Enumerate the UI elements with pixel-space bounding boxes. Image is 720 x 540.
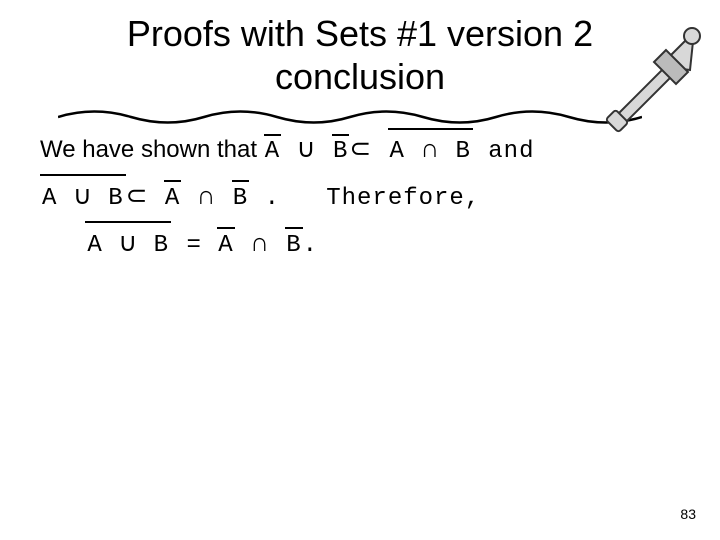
wavy-underline-icon (58, 108, 642, 126)
line-2: A ∪ B⊂ A ∩ B . Therefore, (40, 173, 680, 220)
period1: . (249, 185, 295, 212)
page-number: 83 (680, 506, 696, 522)
inter-symbol-2: ∩ (250, 227, 270, 257)
A-bar: A (264, 132, 281, 173)
therefore-text: Therefore, (326, 185, 480, 212)
line-3: A ∪ B = A ∩ B. (40, 220, 680, 267)
line-1: We have shown that A ∪ B⊂ A ∩ B and (40, 126, 680, 173)
B-bar-2: B (232, 179, 249, 220)
A-union-B-bar: A ∪ B (40, 173, 126, 220)
period2: . (303, 232, 318, 259)
union-symbol: ∪ (297, 133, 317, 163)
sword-icon (598, 14, 708, 134)
subset-symbol: ⊂ (349, 133, 372, 163)
A-bar-3: A (217, 226, 234, 267)
inter-symbol: ∩ (197, 180, 217, 210)
equals: = (186, 232, 201, 259)
A-bar-2: A (164, 179, 181, 220)
A-inter-B-bar: A ∩ B (388, 126, 473, 173)
B-bar-3: B (285, 226, 302, 267)
and-text: and (473, 138, 535, 165)
intro-text: We have shown that (40, 136, 264, 163)
subset-symbol-2: ⊂ (126, 180, 149, 210)
A-union-B-bar-2: A ∪ B (85, 220, 171, 267)
B-bar: B (332, 132, 349, 173)
